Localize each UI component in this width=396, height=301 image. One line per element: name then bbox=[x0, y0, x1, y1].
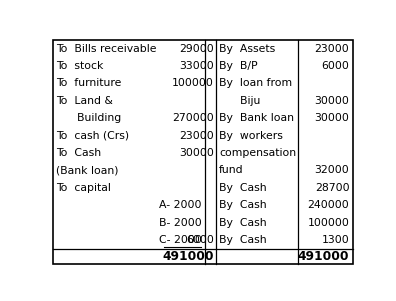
Text: compensation: compensation bbox=[219, 148, 296, 158]
Text: To  Land &: To Land & bbox=[57, 96, 113, 106]
Text: 491000: 491000 bbox=[298, 250, 349, 263]
Text: 28700: 28700 bbox=[315, 183, 349, 193]
Text: 240000: 240000 bbox=[308, 200, 349, 210]
Text: 33000: 33000 bbox=[179, 61, 214, 71]
Text: 29000: 29000 bbox=[179, 44, 214, 54]
Text: To  Cash: To Cash bbox=[57, 148, 102, 158]
Text: By  Cash: By Cash bbox=[219, 218, 267, 228]
Text: By  workers: By workers bbox=[219, 131, 283, 141]
Text: To  Bills receivable: To Bills receivable bbox=[57, 44, 157, 54]
Text: 6000: 6000 bbox=[322, 61, 349, 71]
Text: To  stock: To stock bbox=[57, 61, 104, 71]
Text: By  Bank loan: By Bank loan bbox=[219, 113, 294, 123]
Text: To  capital: To capital bbox=[57, 183, 111, 193]
Text: 32000: 32000 bbox=[315, 165, 349, 175]
Text: fund: fund bbox=[219, 165, 244, 175]
Text: C- 2000: C- 2000 bbox=[158, 235, 202, 245]
Text: To  furniture: To furniture bbox=[57, 79, 122, 88]
Text: 100000: 100000 bbox=[172, 79, 214, 88]
Text: 23000: 23000 bbox=[179, 131, 214, 141]
Text: By  Cash: By Cash bbox=[219, 200, 267, 210]
Text: To  cash (Crs): To cash (Crs) bbox=[57, 131, 129, 141]
Text: By  Cash: By Cash bbox=[219, 183, 267, 193]
Text: By  B/P: By B/P bbox=[219, 61, 258, 71]
Text: 30000: 30000 bbox=[314, 96, 349, 106]
Text: 6000: 6000 bbox=[186, 235, 214, 245]
Text: (Bank loan): (Bank loan) bbox=[57, 165, 119, 175]
Text: 23000: 23000 bbox=[315, 44, 349, 54]
Text: 1300: 1300 bbox=[322, 235, 349, 245]
Text: 30000: 30000 bbox=[314, 113, 349, 123]
Text: By  loan from: By loan from bbox=[219, 79, 292, 88]
Text: A- 2000: A- 2000 bbox=[159, 200, 202, 210]
Text: By  Assets: By Assets bbox=[219, 44, 276, 54]
Text: 100000: 100000 bbox=[308, 218, 349, 228]
Text: B- 2000: B- 2000 bbox=[159, 218, 202, 228]
Text: 30000: 30000 bbox=[179, 148, 214, 158]
Text: By  Cash: By Cash bbox=[219, 235, 267, 245]
Text: 491000: 491000 bbox=[162, 250, 214, 263]
Text: Building: Building bbox=[57, 113, 122, 123]
Text: Biju: Biju bbox=[219, 96, 261, 106]
Text: 270000: 270000 bbox=[172, 113, 214, 123]
